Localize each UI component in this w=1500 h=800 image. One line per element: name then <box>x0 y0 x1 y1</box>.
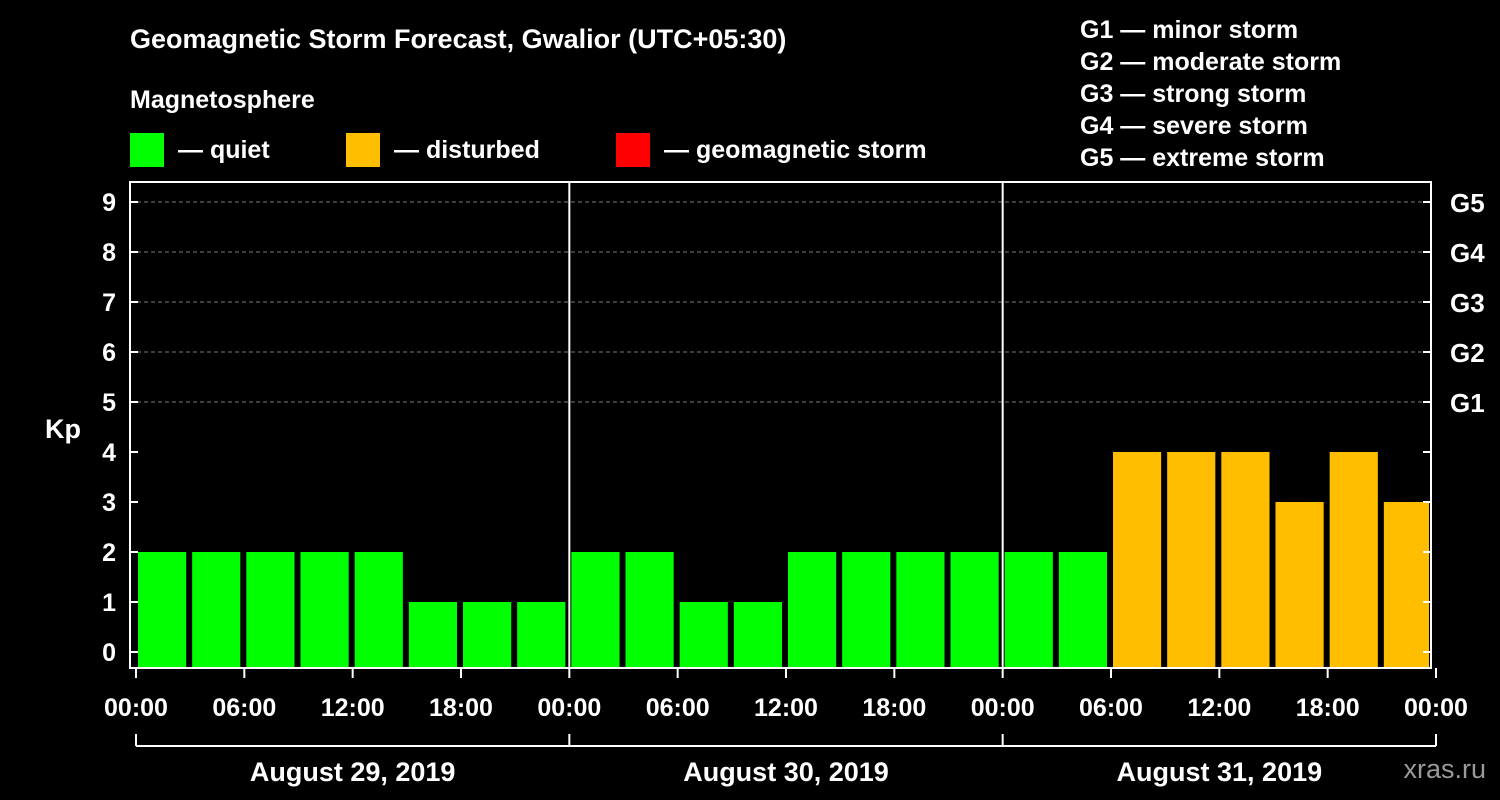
kp-bar-10 <box>679 602 728 668</box>
y-tick-label-3: 3 <box>102 489 116 517</box>
kp-bar-0 <box>138 552 187 668</box>
chart-title: Geomagnetic Storm Forecast, Gwalior (UTC… <box>130 24 787 54</box>
storm-level-label-g1: G1 <box>1450 388 1485 418</box>
storm-scale-g3: G3 — strong storm <box>1080 80 1307 108</box>
storm-scale-g4: G4 — severe storm <box>1080 112 1308 140</box>
kp-bar-14 <box>896 552 945 668</box>
x-tick-label-6: 12:00 <box>754 694 818 722</box>
kp-bar-6 <box>463 602 512 668</box>
y-tick-label-9: 9 <box>102 189 116 217</box>
x-tick-label-1: 06:00 <box>212 694 276 722</box>
legend-label-quiet: — quiet <box>178 135 270 164</box>
y-tick-label-4: 4 <box>102 439 116 467</box>
kp-bar-20 <box>1221 452 1270 668</box>
grid-layer <box>130 201 1431 403</box>
legend-swatch-disturbed <box>346 133 380 167</box>
bar-layer <box>138 452 1429 668</box>
kp-bar-7 <box>517 602 566 668</box>
x-tick-label-2: 12:00 <box>321 694 385 722</box>
storm-level-label-g2: G2 <box>1450 338 1485 368</box>
legend-swatch-quiet <box>130 133 164 167</box>
kp-bar-5 <box>408 602 457 668</box>
storm-level-label-g5: G5 <box>1450 188 1485 218</box>
plot-frame <box>129 181 1432 669</box>
kp-bar-1 <box>192 552 241 668</box>
legend-swatch-storm <box>616 133 650 167</box>
y-tick-label-0: 0 <box>102 639 116 667</box>
x-tick-label-8: 00:00 <box>971 694 1035 722</box>
kp-bar-16 <box>1004 552 1053 668</box>
day-label-0: August 29, 2019 <box>250 757 456 787</box>
kp-bar-9 <box>625 552 674 668</box>
kp-bar-17 <box>1058 552 1107 668</box>
legend-label-storm: — geomagnetic storm <box>664 135 927 164</box>
kp-bar-21 <box>1275 502 1324 668</box>
x-tick-label-4: 00:00 <box>537 694 601 722</box>
y-tick-label-7: 7 <box>102 289 116 317</box>
kp-bar-4 <box>354 552 403 668</box>
x-tick-label-11: 18:00 <box>1296 694 1360 722</box>
x-tick-label-5: 06:00 <box>646 694 710 722</box>
y-tick-label-5: 5 <box>102 389 116 417</box>
y-tick-label-6: 6 <box>102 339 116 367</box>
storm-scale-g2: G2 — moderate storm <box>1080 48 1342 76</box>
kp-bar-12 <box>788 552 837 668</box>
storm-scale-list: G1 — minor storm G2 — moderate storm G3 … <box>1080 14 1341 174</box>
legend-heading: Magnetosphere <box>130 86 315 114</box>
y-tick-label-1: 1 <box>102 589 116 617</box>
kp-bar-15 <box>950 552 999 668</box>
storm-level-label-g4: G4 <box>1450 238 1485 268</box>
kp-bar-2 <box>246 552 295 668</box>
x-tick-label-10: 12:00 <box>1187 694 1251 722</box>
x-tick-label-0: 00:00 <box>104 694 168 722</box>
watermark: xras.ru <box>1403 754 1486 784</box>
y-axis-label: Kp <box>45 414 81 444</box>
y-tick-label-2: 2 <box>102 539 116 567</box>
storm-scale-g5: G5 — extreme storm <box>1080 144 1325 172</box>
legend-item-storm: — geomagnetic storm <box>616 133 927 167</box>
day-label-2: August 31, 2019 <box>1117 757 1323 787</box>
axis-layer: 0 1 2 3 4 5 6 7 8 9 G1 G2 G3 G4 G5 00:00 06:00 12:00 18:00… <box>102 181 1485 787</box>
y-tick-label-8: 8 <box>102 239 116 267</box>
x-tick-label-3: 18:00 <box>429 694 493 722</box>
x-tick-label-9: 06:00 <box>1079 694 1143 722</box>
kp-bar-19 <box>1167 452 1216 668</box>
kp-bar-13 <box>842 552 891 668</box>
kp-bar-3 <box>300 552 349 668</box>
storm-level-label-g3: G3 <box>1450 288 1485 318</box>
kp-bar-23 <box>1383 502 1429 668</box>
storm-scale-g1: G1 — minor storm <box>1080 16 1299 44</box>
kp-bar-11 <box>733 602 782 668</box>
legend-item-disturbed: — disturbed <box>346 133 540 167</box>
x-tick-label-7: 18:00 <box>862 694 926 722</box>
day-label-1: August 30, 2019 <box>683 757 889 787</box>
legend-label-disturbed: — disturbed <box>394 135 540 164</box>
kp-bar-8 <box>571 552 620 668</box>
kp-bar-22 <box>1329 452 1378 668</box>
kp-bar-18 <box>1113 452 1162 668</box>
x-tick-label-12: 00:00 <box>1404 694 1468 722</box>
legend-item-quiet: — quiet <box>130 133 270 167</box>
